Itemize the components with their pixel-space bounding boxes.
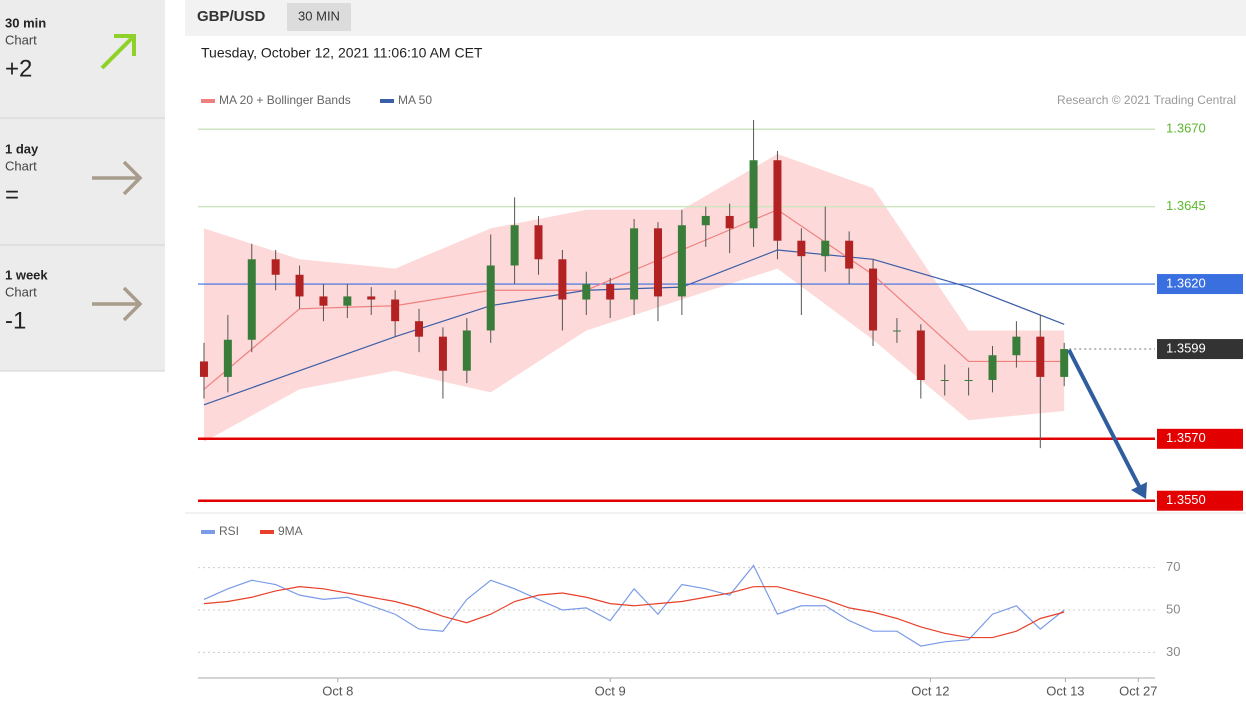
candle-body [367,296,376,300]
candle-body [606,284,615,300]
level-label: 1.3620 [1166,275,1206,290]
score: -1 [5,307,26,334]
candle-body [415,321,424,337]
candle-body [295,274,304,297]
level-label: 1.3570 [1166,430,1206,445]
candle-body [630,228,639,300]
candle-body [510,225,519,266]
candle-body [773,160,782,241]
legend-label: 9MA [278,524,303,538]
forecast-arrow [1067,349,1142,489]
candle-body [271,259,280,275]
period: 1 day [5,141,39,156]
score: +2 [5,55,32,82]
candle-body [582,284,591,300]
forecast-arrowhead [1131,482,1147,499]
symbol: GBP/USD [197,8,266,25]
x-tick-label: Oct 13 [1046,683,1084,698]
period-label: Chart [5,32,37,47]
candle-body [1012,336,1021,356]
candle-body [677,225,686,297]
candle-body [319,296,328,306]
level-tag [1157,339,1243,360]
period: 30 min [5,15,46,30]
candle-body [343,296,352,306]
level-label: 1.3670 [1166,121,1206,136]
x-tick-label: Oct 8 [322,683,353,698]
candle-body [749,160,758,229]
candle-body [223,339,232,377]
header-bar [185,0,1246,36]
candle-body [558,259,567,300]
candle-body [199,361,208,377]
candle-body [725,215,734,229]
timestamp: Tuesday, October 12, 2021 11:06:10 AM CE… [201,45,483,61]
candle-body [486,265,495,331]
legend-swatch [201,99,215,103]
candle-body [892,330,901,332]
candle-body [391,299,400,322]
rsi-line [203,586,1065,639]
period-label: Chart [5,158,37,173]
chart-area: 1.3670 1.3645 1.3620 1.3599 1.3570 1.3550 MA 2… [198,93,1243,698]
period-label: Chart [5,284,37,299]
candle-body [438,336,447,371]
candle-body [845,240,854,269]
period: 1 week [5,267,48,282]
candle-body [916,330,925,380]
level-tag [1157,490,1243,511]
trend-arrow [92,160,143,196]
candle-body [821,240,830,257]
y-tick-label: 30 [1166,644,1180,659]
source: Research © 2021 Trading Central [1057,93,1236,107]
candle-body [797,240,806,257]
level-tag [1157,274,1243,295]
level-label: 1.3599 [1166,340,1206,355]
legend-swatch [380,99,394,103]
level-label: 1.3550 [1166,492,1206,507]
candle-body [247,259,256,340]
x-tick-label: Oct 9 [595,683,626,698]
x-tick-label: Oct 27 [1119,683,1157,698]
interval[interactable]: 30 MIN [298,8,340,23]
candle-body [462,330,471,371]
level-label: 1.3645 [1166,198,1206,213]
rsi-line [203,564,1065,647]
trend-arrow [92,286,143,322]
candle-body [869,268,878,331]
candle-body [534,225,543,260]
candle-body [653,228,662,297]
y-tick-label: 50 [1166,601,1180,616]
legend-label: MA 50 [398,93,432,107]
interval-badge[interactable] [287,3,351,31]
x-tick-label: Oct 12 [911,683,949,698]
legend-swatch [201,530,215,534]
candle-body [1036,336,1045,377]
legend-swatch [260,530,274,534]
candle-body [988,355,997,380]
legend-label: MA 20 + Bollinger Bands [219,93,351,107]
trend-arrow [100,34,136,70]
candle-body [1060,349,1069,377]
sidebar [0,0,165,371]
candle-body [964,380,973,381]
y-tick-label: 70 [1166,559,1180,574]
level-tag [1157,428,1243,449]
candle-body [940,380,949,381]
candle-body [701,215,710,226]
score: = [5,181,19,208]
legend-label: RSI [219,524,239,538]
